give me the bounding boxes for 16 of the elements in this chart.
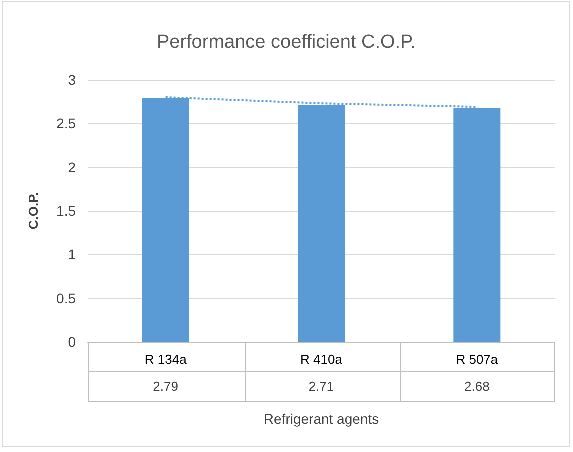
x-axis-title: Refrigerant agents — [264, 411, 380, 427]
x-tick-label: R 134a — [144, 352, 188, 367]
data-label: 2.68 — [464, 378, 491, 396]
data-label: 2.79 — [152, 378, 180, 396]
y-tick-label: 1.5 — [56, 203, 76, 219]
x-tick-label: R 507a — [456, 352, 499, 367]
y-tick-label: 0.5 — [56, 290, 76, 306]
y-tick-label: 2 — [68, 159, 76, 176]
y-tick-label: 1 — [68, 246, 76, 263]
data-label: 2.71 — [308, 378, 336, 396]
y-tick-label: 2.5 — [56, 116, 76, 132]
x-tick-label: R 410a — [300, 352, 344, 367]
y-axis-title: C.O.P. — [26, 192, 41, 230]
y-tick-label: 3 — [68, 72, 76, 88]
chart-title: Performance coefficient C.O.P. — [156, 32, 416, 53]
y-tick-label: 0 — [68, 334, 76, 350]
